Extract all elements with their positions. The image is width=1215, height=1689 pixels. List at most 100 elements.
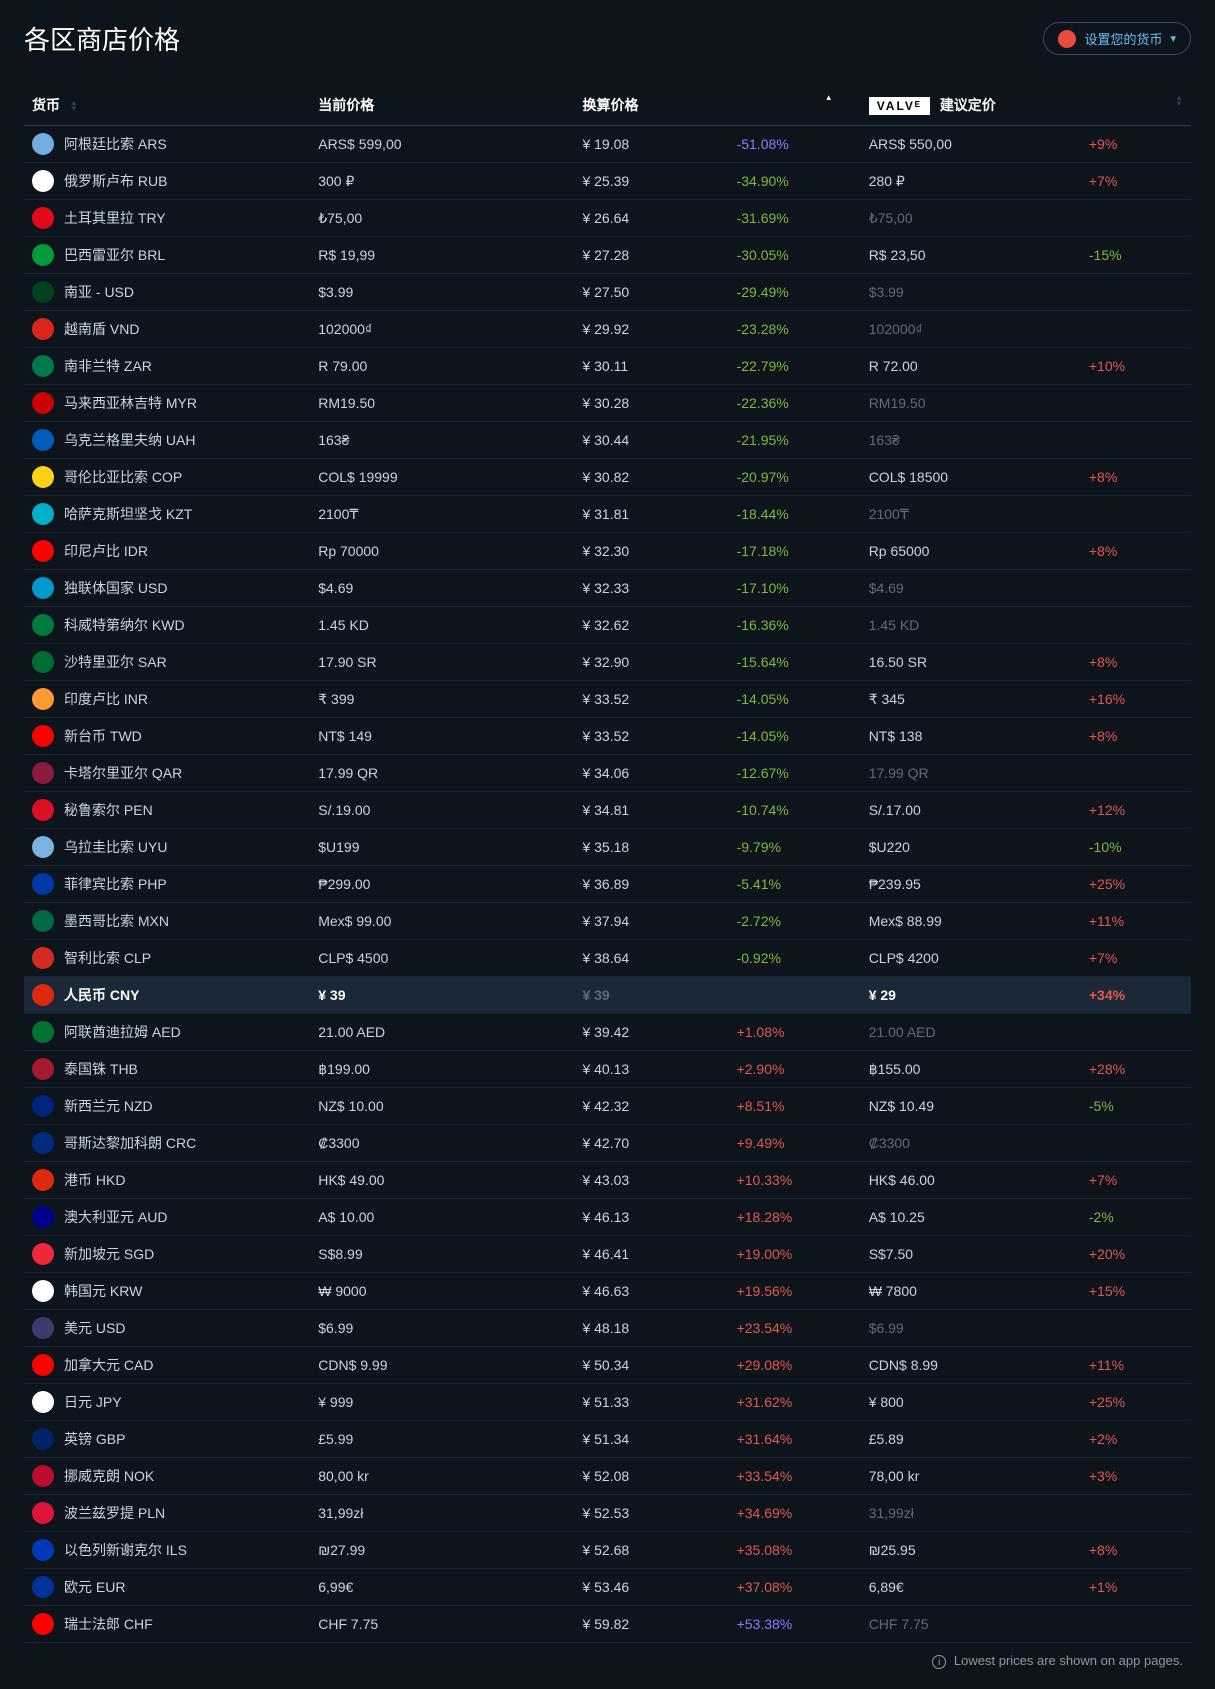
suggested-price: CLP$ 4200: [861, 940, 1081, 977]
table-row[interactable]: 阿根廷比索 ARSARS$ 599,00¥ 19.08-51.08%ARS$ 5…: [24, 126, 1191, 163]
table-row[interactable]: 泰国铢 THB฿199.00¥ 40.13+2.90%฿155.00+28%: [24, 1051, 1191, 1088]
table-row[interactable]: 日元 JPY¥ 999¥ 51.33+31.62%¥ 800+25%: [24, 1384, 1191, 1421]
set-currency-button[interactable]: 设置您的货币 ▾: [1043, 22, 1191, 55]
suggested-pct: +20%: [1081, 1236, 1191, 1273]
table-row[interactable]: 墨西哥比索 MXNMex$ 99.00¥ 37.94-2.72%Mex$ 88.…: [24, 903, 1191, 940]
table-row[interactable]: 南亚 - USD$3.99¥ 27.50-29.49%$3.99: [24, 274, 1191, 311]
table-row[interactable]: 土耳其里拉 TRY₺75,00¥ 26.64-31.69%₺75,00: [24, 200, 1191, 237]
converted-pct: -9.79%: [729, 829, 861, 866]
table-row[interactable]: 新台币 TWDNT$ 149¥ 33.52-14.05%NT$ 138+8%: [24, 718, 1191, 755]
table-row[interactable]: 卡塔尔里亚尔 QAR17.99 QR¥ 34.06-12.67%17.99 QR: [24, 755, 1191, 792]
table-row[interactable]: 巴西雷亚尔 BRLR$ 19,99¥ 27.28-30.05%R$ 23,50-…: [24, 237, 1191, 274]
suggested-price: ¥ 29: [861, 977, 1081, 1014]
col-header-converted[interactable]: 换算价格 ▲: [574, 85, 860, 126]
table-row[interactable]: 英镑 GBP£5.99¥ 51.34+31.64%£5.89+2%: [24, 1421, 1191, 1458]
table-row[interactable]: 南非兰特 ZARR 79.00¥ 30.11-22.79%R 72.00+10%: [24, 348, 1191, 385]
table-row[interactable]: 印度卢比 INR₹ 399¥ 33.52-14.05%₹ 345+16%: [24, 681, 1191, 718]
converted-price: ¥ 27.28: [574, 237, 728, 274]
flag-icon: [32, 429, 54, 451]
table-row[interactable]: 科威特第纳尔 KWD1.45 KD¥ 32.62-16.36%1.45 KD: [24, 607, 1191, 644]
table-row[interactable]: 菲律宾比索 PHP₱299.00¥ 36.89-5.41%₱239.95+25%: [24, 866, 1191, 903]
table-row[interactable]: 俄罗斯卢布 RUB300 ₽¥ 25.39-34.90%280 ₽+7%: [24, 163, 1191, 200]
table-row[interactable]: 欧元 EUR6,99€¥ 53.46+37.08%6,89€+1%: [24, 1569, 1191, 1606]
converted-price: ¥ 48.18: [574, 1310, 728, 1347]
converted-price: ¥ 42.70: [574, 1125, 728, 1162]
currency-name: 南非兰特 ZAR: [64, 356, 152, 376]
currency-name: 智利比索 CLP: [64, 948, 151, 968]
col-header-current-label: 当前价格: [318, 97, 374, 113]
table-row[interactable]: 越南盾 VND102000₫¥ 29.92-23.28%102000₫: [24, 311, 1191, 348]
table-row[interactable]: 新加坡元 SGDS$8.99¥ 46.41+19.00%S$7.50+20%: [24, 1236, 1191, 1273]
currency-name: 巴西雷亚尔 BRL: [64, 245, 165, 265]
suggested-price: ₺75,00: [861, 200, 1081, 237]
flag-icon: [32, 1465, 54, 1487]
flag-icon: [32, 799, 54, 821]
col-header-suggested[interactable]: VALVᴱ 建议定价 ▲▼: [861, 85, 1191, 126]
table-row[interactable]: 美元 USD$6.99¥ 48.18+23.54%$6.99: [24, 1310, 1191, 1347]
flag-icon: [32, 281, 54, 303]
flag-icon: [32, 725, 54, 747]
flag-icon: [32, 355, 54, 377]
suggested-pct: +8%: [1081, 644, 1191, 681]
converted-pct: -22.36%: [729, 385, 861, 422]
suggested-price: ₪25.95: [861, 1532, 1081, 1569]
suggested-pct: -2%: [1081, 1199, 1191, 1236]
col-header-current[interactable]: 当前价格: [310, 85, 574, 126]
table-row[interactable]: 印尼卢比 IDRRp 70000¥ 32.30-17.18%Rp 65000+8…: [24, 533, 1191, 570]
suggested-pct: [1081, 200, 1191, 237]
table-row[interactable]: 韩国元 KRW₩ 9000¥ 46.63+19.56%₩ 7800+15%: [24, 1273, 1191, 1310]
suggested-price: NZ$ 10.49: [861, 1088, 1081, 1125]
suggested-price: S$7.50: [861, 1236, 1081, 1273]
flag-icon: [32, 392, 54, 414]
table-row[interactable]: 阿联酋迪拉姆 AED21.00 AED¥ 39.42+1.08%21.00 AE…: [24, 1014, 1191, 1051]
col-header-suggested-label: 建议定价: [940, 97, 996, 113]
table-row[interactable]: 哈萨克斯坦坚戈 KZT2100₸¥ 31.81-18.44%2100₸: [24, 496, 1191, 533]
suggested-pct: [1081, 1014, 1191, 1051]
converted-pct: -23.28%: [729, 311, 861, 348]
table-row[interactable]: 以色列新谢克尔 ILS₪27.99¥ 52.68+35.08%₪25.95+8%: [24, 1532, 1191, 1569]
col-header-currency-label: 货币: [32, 97, 60, 113]
table-row[interactable]: 澳大利亚元 AUDA$ 10.00¥ 46.13+18.28%A$ 10.25-…: [24, 1199, 1191, 1236]
suggested-pct: +8%: [1081, 533, 1191, 570]
table-row[interactable]: 哥伦比亚比索 COPCOL$ 19999¥ 30.82-20.97%COL$ 1…: [24, 459, 1191, 496]
table-row[interactable]: 港币 HKDHK$ 49.00¥ 43.03+10.33%HK$ 46.00+7…: [24, 1162, 1191, 1199]
converted-price: ¥ 35.18: [574, 829, 728, 866]
flag-icon: [32, 762, 54, 784]
table-row[interactable]: 智利比索 CLPCLP$ 4500¥ 38.64-0.92%CLP$ 4200+…: [24, 940, 1191, 977]
currency-name: 印度卢比 INR: [64, 689, 148, 709]
converted-price: ¥ 51.34: [574, 1421, 728, 1458]
table-row[interactable]: 秘鲁索尔 PENS/.19.00¥ 34.81-10.74%S/.17.00+1…: [24, 792, 1191, 829]
converted-price: ¥ 40.13: [574, 1051, 728, 1088]
table-row[interactable]: 加拿大元 CADCDN$ 9.99¥ 50.34+29.08%CDN$ 8.99…: [24, 1347, 1191, 1384]
suggested-price: 16.50 SR: [861, 644, 1081, 681]
suggested-pct: +16%: [1081, 681, 1191, 718]
converted-pct: -14.05%: [729, 681, 861, 718]
suggested-price: RM19.50: [861, 385, 1081, 422]
suggested-pct: +7%: [1081, 1162, 1191, 1199]
suggested-pct: +10%: [1081, 348, 1191, 385]
table-row[interactable]: 新西兰元 NZDNZ$ 10.00¥ 42.32+8.51%NZ$ 10.49-…: [24, 1088, 1191, 1125]
table-row[interactable]: 波兰兹罗提 PLN31,99zł¥ 52.53+34.69%31,99zł: [24, 1495, 1191, 1532]
suggested-price: ARS$ 550,00: [861, 126, 1081, 163]
converted-pct: +37.08%: [729, 1569, 861, 1606]
table-row[interactable]: 乌克兰格里夫纳 UAH163₴¥ 30.44-21.95%163₴: [24, 422, 1191, 459]
table-row[interactable]: 哥斯达黎加科朗 CRC₡3300¥ 42.70+9.49%₡3300: [24, 1125, 1191, 1162]
table-row[interactable]: 独联体国家 USD$4.69¥ 32.33-17.10%$4.69: [24, 570, 1191, 607]
converted-pct: +1.08%: [729, 1014, 861, 1051]
converted-price: ¥ 46.13: [574, 1199, 728, 1236]
table-row[interactable]: 挪威克朗 NOK80,00 kr¥ 52.08+33.54%78,00 kr+3…: [24, 1458, 1191, 1495]
converted-price: ¥ 37.94: [574, 903, 728, 940]
converted-price: ¥ 29.92: [574, 311, 728, 348]
table-row[interactable]: 马来西亚林吉特 MYRRM19.50¥ 30.28-22.36%RM19.50: [24, 385, 1191, 422]
flag-icon: [32, 1317, 54, 1339]
col-header-currency[interactable]: 货币 ▲▼: [24, 85, 310, 126]
current-price: ARS$ 599,00: [310, 126, 574, 163]
flag-icon: [32, 1613, 54, 1635]
table-row[interactable]: 乌拉圭比索 UYU$U199¥ 35.18-9.79%$U220-10%: [24, 829, 1191, 866]
table-row[interactable]: 人民币 CNY¥ 39¥ 39¥ 29+34%: [24, 977, 1191, 1014]
current-price: 17.90 SR: [310, 644, 574, 681]
flag-icon: [32, 1354, 54, 1376]
suggested-pct: [1081, 1495, 1191, 1532]
table-row[interactable]: 沙特里亚尔 SAR17.90 SR¥ 32.90-15.64%16.50 SR+…: [24, 644, 1191, 681]
table-row[interactable]: 瑞士法郎 CHFCHF 7.75¥ 59.82+53.38%CHF 7.75: [24, 1606, 1191, 1643]
